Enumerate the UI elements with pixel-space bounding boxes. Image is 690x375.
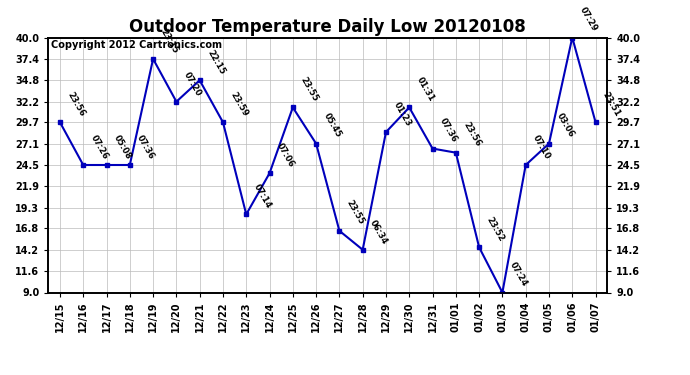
Text: 06:34: 06:34 [368, 218, 389, 246]
Text: 07:20: 07:20 [182, 70, 203, 98]
Text: 23:52: 23:52 [484, 215, 506, 243]
Text: 07:36: 07:36 [135, 134, 157, 161]
Title: Outdoor Temperature Daily Low 20120108: Outdoor Temperature Daily Low 20120108 [130, 18, 526, 36]
Text: 23:56: 23:56 [462, 121, 482, 148]
Text: 07:06: 07:06 [275, 142, 296, 169]
Text: 07:36: 07:36 [438, 117, 459, 144]
Text: 23:15: 23:15 [159, 27, 180, 55]
Text: 01:23: 01:23 [391, 100, 413, 128]
Text: 03:06: 03:06 [555, 112, 575, 140]
Text: 23:56: 23:56 [66, 90, 87, 118]
Text: 01:31: 01:31 [415, 76, 436, 103]
Text: 05:08: 05:08 [112, 134, 133, 161]
Text: 23:55: 23:55 [298, 76, 319, 103]
Text: 07:10: 07:10 [531, 134, 552, 161]
Text: 07:24: 07:24 [508, 261, 529, 288]
Text: 05:45: 05:45 [322, 112, 343, 140]
Text: 07:29: 07:29 [578, 6, 599, 33]
Text: 23:55: 23:55 [345, 199, 366, 226]
Text: 23:59: 23:59 [228, 90, 250, 118]
Text: 23:51: 23:51 [601, 90, 622, 118]
Text: Copyright 2012 Cartronics.com: Copyright 2012 Cartronics.com [51, 40, 222, 50]
Text: 07:26: 07:26 [89, 133, 110, 161]
Text: 07:14: 07:14 [252, 183, 273, 210]
Text: 22:15: 22:15 [205, 48, 226, 76]
